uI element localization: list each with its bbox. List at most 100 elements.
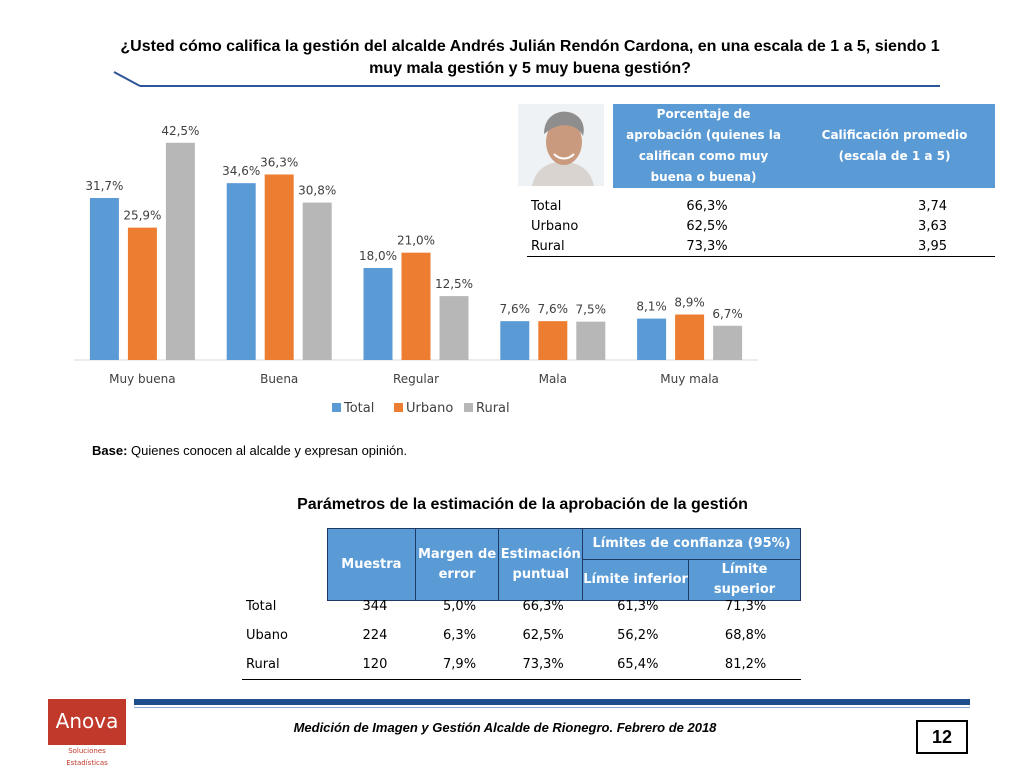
params-header-table: Muestra Margen de error Estimación puntu… bbox=[327, 528, 801, 601]
approval-header-average: Calificación promedio (escala de 1 a 5) bbox=[821, 128, 968, 163]
bar bbox=[363, 268, 393, 360]
base-note: Base: Quienes conocen al alcalde y expre… bbox=[92, 443, 407, 458]
params-row-lower: 56,2% bbox=[617, 628, 659, 643]
logo-subtitle: Soluciones Estadísticas bbox=[48, 745, 126, 769]
params-row-sample: 120 bbox=[331, 650, 419, 680]
data-label: 7,5% bbox=[576, 303, 607, 317]
approval-row-average: 3,95 bbox=[797, 236, 947, 257]
params-header-margin: Margen de error bbox=[414, 528, 500, 601]
approval-header-table: Porcentaje de aprobación (quienes la cal… bbox=[613, 104, 995, 188]
slide-title: ¿Usted cómo califica la gestión del alca… bbox=[120, 38, 940, 77]
params-row-sample: 224 bbox=[362, 628, 388, 643]
params-header-estimate: Estimación puntual bbox=[498, 528, 584, 601]
data-label: 31,7% bbox=[85, 179, 123, 193]
table-row: Ubano 224 6,3% 62,5% 56,2% 68,8% bbox=[242, 621, 801, 650]
params-header-lower: Límite inferior bbox=[582, 559, 690, 601]
logo-name: Anova bbox=[55, 709, 119, 733]
approval-row-average: 3,74 bbox=[918, 198, 947, 214]
approval-row-label: Urbano bbox=[531, 218, 579, 234]
category-label: Mala bbox=[539, 372, 567, 386]
bar bbox=[500, 321, 530, 360]
category-label: Buena bbox=[260, 372, 298, 386]
legend-swatch bbox=[464, 403, 473, 412]
params-header-limits: Límites de confianza (95%) bbox=[582, 528, 801, 560]
legend-swatch bbox=[394, 403, 403, 412]
params-row-upper: 81,2% bbox=[690, 650, 801, 680]
bar bbox=[127, 227, 157, 360]
params-row-margin: 6,3% bbox=[443, 628, 477, 643]
bar bbox=[538, 321, 568, 360]
legend-swatch bbox=[332, 403, 341, 412]
data-label: 34,6% bbox=[222, 164, 260, 178]
approval-table: Total 66,3% 3,74 Urbano 62,5% 3,63 Rural… bbox=[527, 196, 995, 257]
params-title: Parámetros de la estimación de la aproba… bbox=[297, 496, 748, 513]
bar bbox=[637, 318, 667, 360]
data-label: 42,5% bbox=[161, 124, 199, 138]
params-row-margin: 5,0% bbox=[443, 599, 477, 614]
legend-label: Rural bbox=[476, 401, 510, 416]
bar bbox=[89, 197, 119, 360]
mayor-photo bbox=[518, 104, 604, 186]
data-label: 7,6% bbox=[500, 302, 531, 316]
params-row-margin: 7,9% bbox=[418, 650, 501, 680]
table-row: Rural 73,3% 3,95 bbox=[527, 236, 995, 257]
params-row-estimate: 66,3% bbox=[522, 599, 564, 614]
legend-label: Total bbox=[343, 401, 374, 416]
data-label: 18,0% bbox=[359, 249, 397, 263]
params-row-estimate: 62,5% bbox=[522, 628, 564, 643]
params-row-lower: 61,3% bbox=[617, 599, 659, 614]
bar bbox=[439, 296, 469, 360]
table-row: Rural 120 7,9% 73,3% 65,4% 81,2% bbox=[242, 650, 801, 680]
bar bbox=[226, 183, 256, 360]
bar bbox=[675, 314, 705, 360]
footer-text: Medición de Imagen y Gestión Alcalde de … bbox=[293, 720, 717, 735]
data-label: 25,9% bbox=[123, 209, 161, 223]
footer-line bbox=[134, 707, 970, 708]
title-underline bbox=[113, 71, 940, 87]
params-row-upper: 71,3% bbox=[724, 599, 767, 614]
approval-row-percentage: 66,3% bbox=[686, 198, 728, 214]
table-row: Total 66,3% 3,74 bbox=[527, 196, 995, 216]
approval-row-label: Total bbox=[531, 198, 562, 214]
bar bbox=[302, 202, 332, 360]
category-label: Regular bbox=[393, 372, 439, 386]
approval-row-percentage: 73,3% bbox=[617, 236, 797, 257]
params-row-lower: 65,4% bbox=[585, 650, 691, 680]
data-label: 21,0% bbox=[397, 234, 435, 248]
bar bbox=[713, 325, 743, 360]
data-label: 8,9% bbox=[674, 296, 705, 310]
approval-row-average: 3,63 bbox=[918, 218, 947, 234]
params-header-upper: Límite superior bbox=[688, 559, 801, 601]
table-row: Total 344 5,0% 66,3% 61,3% 71,3% bbox=[242, 592, 801, 621]
params-header-sample: Muestra bbox=[327, 528, 416, 601]
data-label: 30,8% bbox=[298, 184, 336, 198]
data-label: 6,7% bbox=[712, 307, 743, 321]
params-table: Total 344 5,0% 66,3% 61,3% 71,3% Ubano 2… bbox=[242, 592, 801, 680]
params-row-label: Ubano bbox=[246, 628, 288, 643]
page-number: 12 bbox=[916, 720, 968, 754]
approval-row-label: Rural bbox=[527, 236, 617, 257]
data-label: 7,6% bbox=[538, 302, 569, 316]
bar bbox=[264, 174, 294, 360]
category-label: Muy buena bbox=[109, 372, 175, 386]
anova-logo: Anova Soluciones Estadísticas bbox=[48, 699, 126, 769]
table-row: Urbano 62,5% 3,63 bbox=[527, 216, 995, 236]
base-label: Base: bbox=[92, 443, 128, 458]
bar bbox=[165, 142, 195, 360]
category-label: Muy mala bbox=[660, 372, 719, 386]
footer-bar bbox=[134, 699, 970, 705]
params-row-estimate: 73,3% bbox=[500, 650, 586, 680]
bar bbox=[576, 321, 606, 360]
data-label: 36,3% bbox=[260, 155, 298, 169]
rating-bar-chart: 31,7% 25,9% 42,5% Muy buena 34,6%36,3% 30,8% B… bbox=[74, 124, 758, 416]
approval-header-percentage: Porcentaje de aprobación (quienes la cal… bbox=[626, 107, 781, 184]
data-label: 8,1% bbox=[636, 300, 667, 314]
base-text: Quienes conocen al alcalde y expresan op… bbox=[127, 443, 408, 458]
data-label: 12,5% bbox=[435, 277, 473, 291]
params-row-label: Total bbox=[246, 599, 277, 614]
params-row-upper: 68,8% bbox=[724, 628, 767, 643]
params-row-sample: 344 bbox=[362, 599, 388, 614]
legend-label: Urbano bbox=[406, 401, 453, 416]
params-row-label: Rural bbox=[242, 650, 332, 680]
approval-row-percentage: 62,5% bbox=[686, 218, 728, 234]
